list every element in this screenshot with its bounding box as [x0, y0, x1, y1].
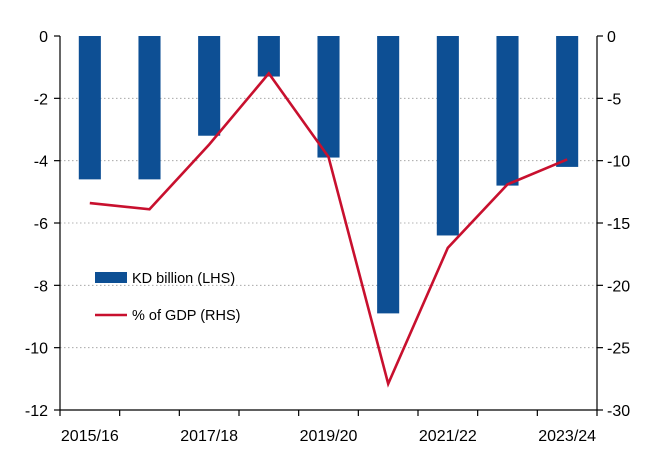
left-tick-label: -6: [34, 216, 48, 233]
right-axis-ticks: 0 -5 -10 -15 -20 -25 -30: [597, 29, 630, 420]
right-tick-label: 0: [607, 29, 616, 46]
right-tick-label: -10: [607, 154, 630, 171]
legend-label-bar: KD billion (LHS): [132, 271, 235, 287]
x-tick-label: 2015/16: [61, 428, 119, 445]
bar-series: [78, 36, 579, 314]
bar: [78, 36, 101, 180]
bar: [198, 36, 221, 136]
right-tick-label: -20: [607, 278, 630, 295]
legend: KD billion (LHS) % of GDP (RHS): [95, 271, 241, 324]
series-line: [89, 71, 568, 388]
left-tick-label: 0: [39, 29, 48, 46]
x-tick-label: 2017/18: [180, 428, 238, 445]
bar: [556, 36, 579, 167]
left-tick-label: -2: [34, 91, 48, 108]
line-series: [89, 71, 568, 388]
bar: [496, 36, 519, 186]
bar: [436, 36, 459, 236]
x-tick-label: 2023/24: [538, 428, 596, 445]
left-axis-ticks: 0 -2 -4 -6 -8 -10 -12: [25, 29, 60, 420]
left-tick-label: -8: [34, 278, 48, 295]
bar: [138, 36, 161, 180]
bar: [377, 36, 400, 314]
left-tick-label: -12: [25, 403, 48, 420]
bar: [317, 36, 340, 158]
x-axis-ticks: 2015/16 2017/18 2019/20 2021/22 2023/24: [59, 410, 598, 445]
x-tick-label: 2021/22: [419, 428, 477, 445]
right-tick-label: -5: [607, 91, 621, 108]
right-tick-label: -30: [607, 403, 630, 420]
left-tick-label: -10: [25, 341, 48, 358]
bar: [257, 36, 280, 77]
legend-swatch-bar: [95, 272, 127, 283]
left-tick-label: -4: [34, 154, 48, 171]
right-tick-label: -15: [607, 216, 630, 233]
legend-label-line: % of GDP (RHS): [132, 308, 241, 324]
x-tick-label: 2019/20: [300, 428, 358, 445]
right-tick-label: -25: [607, 341, 630, 358]
